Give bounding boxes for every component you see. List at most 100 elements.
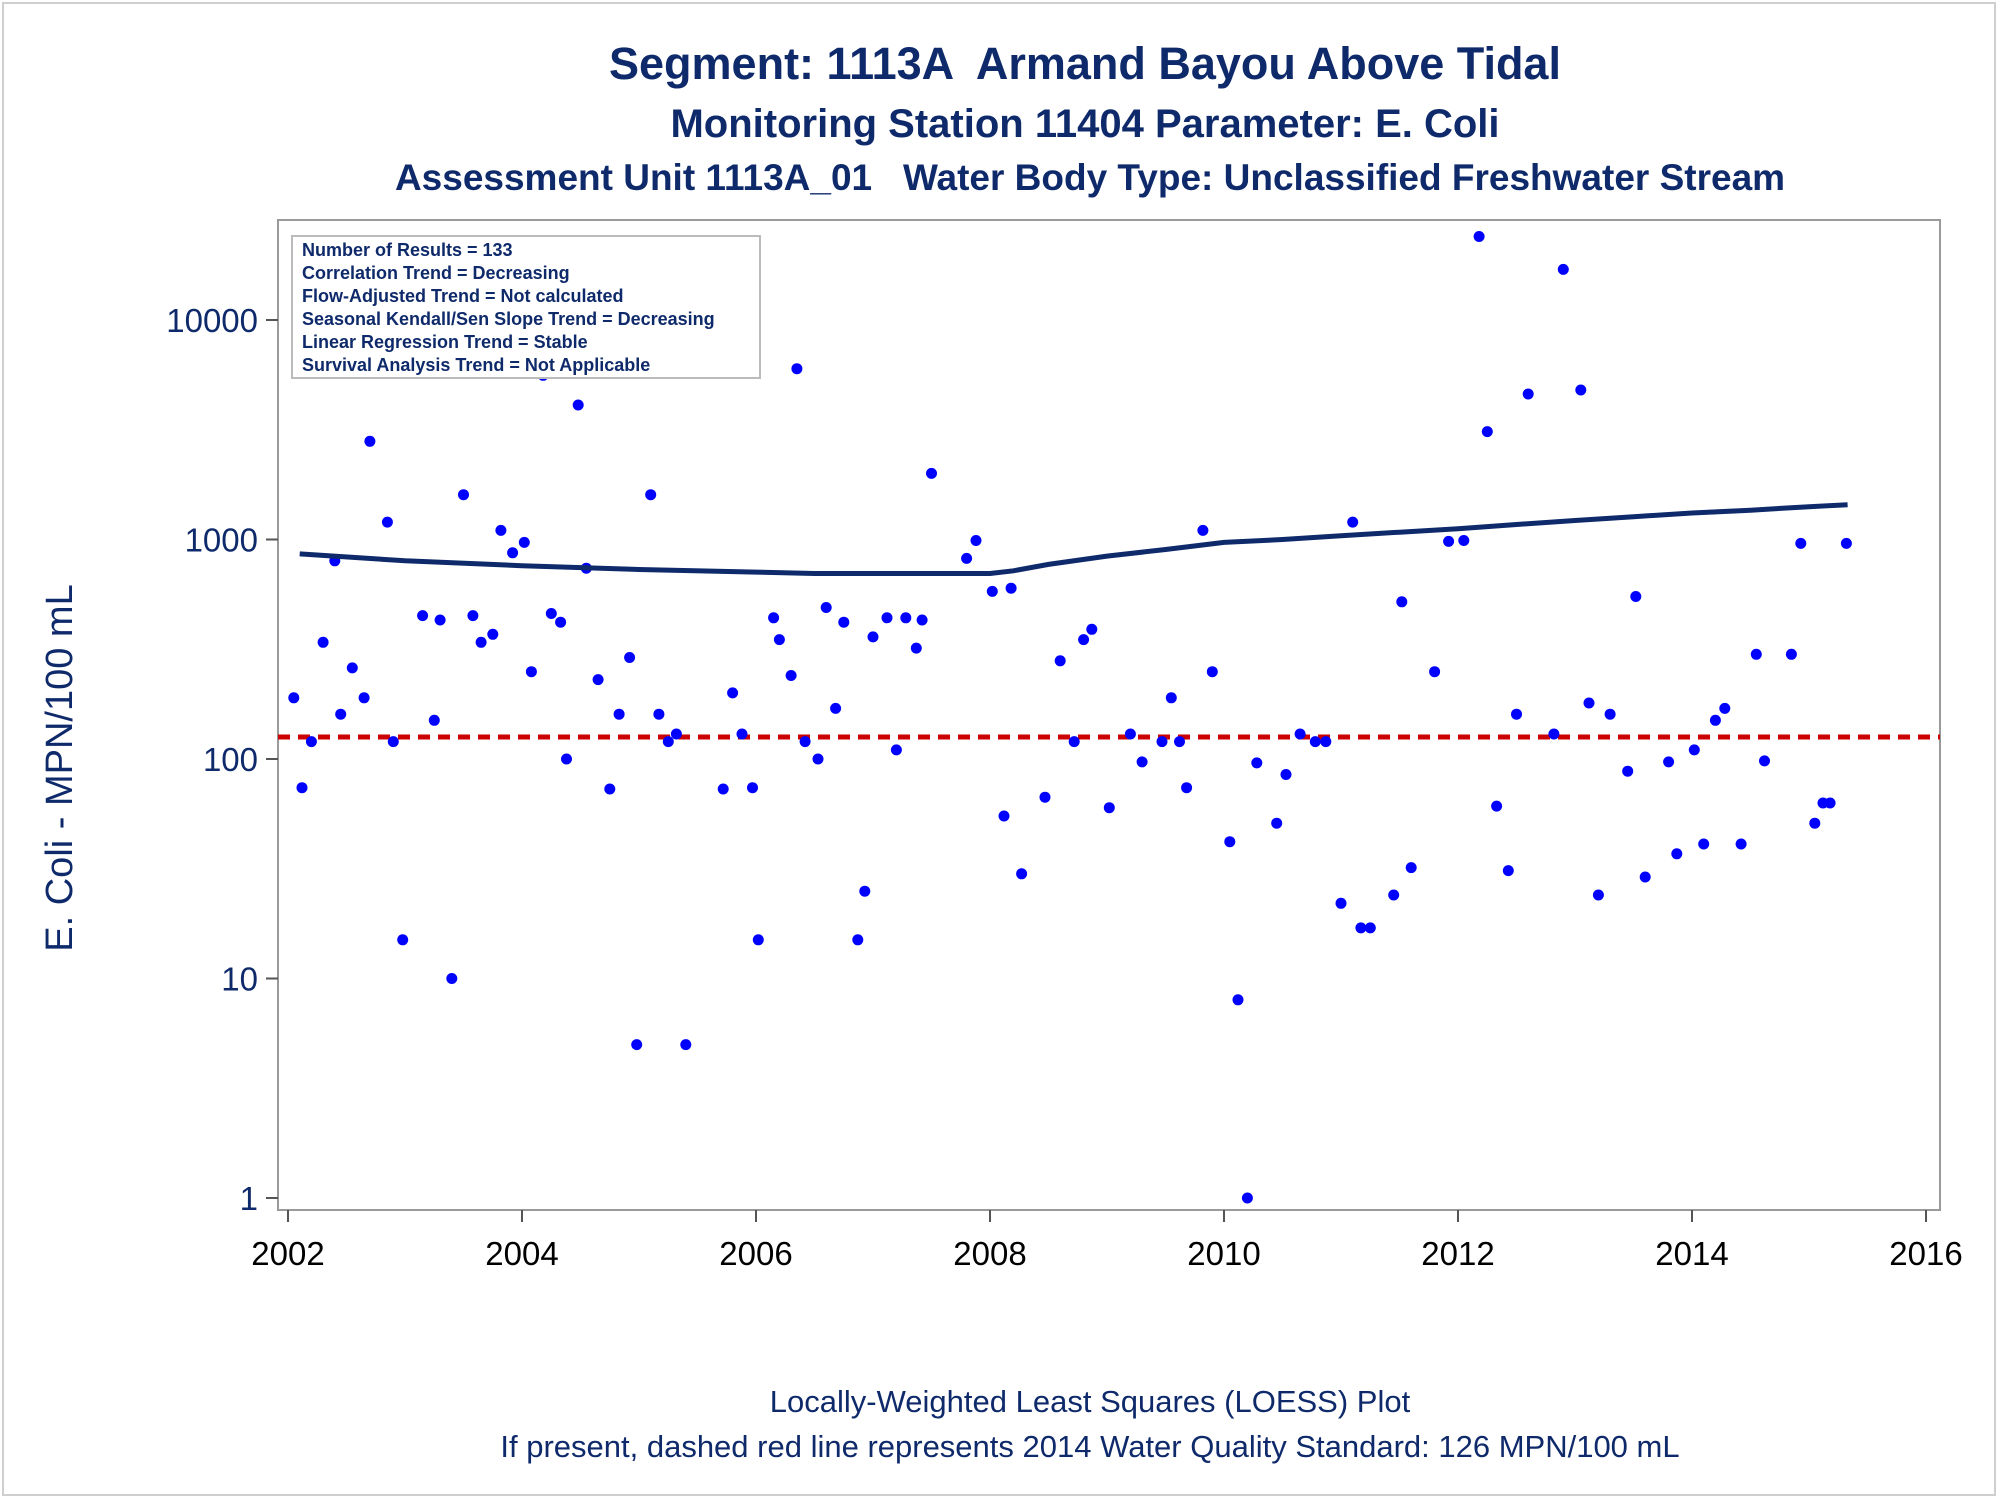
data-point bbox=[525, 666, 537, 678]
data-point bbox=[1181, 782, 1193, 794]
data-point bbox=[288, 692, 300, 704]
plot-border bbox=[277, 219, 1941, 1211]
data-point bbox=[604, 783, 616, 795]
data-point bbox=[495, 524, 507, 536]
stats-line: Correlation Trend = Decreasing bbox=[302, 263, 570, 283]
data-point bbox=[1206, 666, 1218, 678]
data-point bbox=[346, 662, 358, 674]
data-point bbox=[645, 489, 657, 501]
data-point bbox=[1491, 800, 1503, 812]
data-point bbox=[653, 708, 665, 720]
data-point bbox=[1458, 535, 1470, 546]
data-point bbox=[662, 736, 674, 748]
data-point bbox=[317, 636, 329, 648]
data-point bbox=[1078, 634, 1090, 646]
data-point bbox=[1583, 697, 1595, 709]
data-point bbox=[890, 744, 902, 756]
data-point bbox=[900, 612, 912, 624]
data-point bbox=[752, 934, 764, 946]
data-point bbox=[1604, 708, 1616, 720]
data-point bbox=[1103, 802, 1115, 814]
data-point bbox=[1557, 263, 1569, 275]
data-point bbox=[838, 616, 850, 628]
footnote-loess: Locally-Weighted Least Squares (LOESS) P… bbox=[769, 1384, 1411, 1419]
data-point bbox=[446, 973, 458, 984]
chart-subtitle: Monitoring Station 11404 Parameter: E. C… bbox=[670, 102, 1500, 146]
data-point bbox=[812, 753, 824, 765]
data-point bbox=[1759, 755, 1770, 767]
data-point bbox=[768, 612, 780, 624]
data-point bbox=[1548, 728, 1560, 740]
y-tick-label: 100 bbox=[203, 741, 258, 778]
data-point bbox=[1197, 524, 1209, 536]
data-point bbox=[561, 753, 572, 765]
stats-box bbox=[291, 235, 761, 379]
stats-line: Survival Analysis Trend = Not Applicable bbox=[302, 355, 650, 375]
data-point bbox=[1068, 736, 1080, 748]
stats-line: Number of Results = 133 bbox=[302, 240, 513, 260]
stats-line: Seasonal Kendall/Sen Slope Trend = Decre… bbox=[302, 309, 715, 329]
loess-line bbox=[299, 502, 1848, 576]
data-point bbox=[1671, 848, 1683, 860]
data-point bbox=[1224, 836, 1236, 848]
data-point bbox=[1156, 736, 1168, 748]
data-point bbox=[1388, 889, 1400, 901]
stats-line: Linear Regression Trend = Stable bbox=[302, 332, 588, 352]
chart-title: Segment: 1113A Armand Bayou Above Tidal bbox=[609, 38, 1561, 89]
data-point bbox=[773, 634, 785, 646]
data-point bbox=[1136, 756, 1148, 768]
data-point bbox=[1347, 516, 1359, 528]
data-point bbox=[1016, 868, 1028, 880]
data-point bbox=[785, 670, 797, 681]
x-tick-label: 2010 bbox=[1187, 1235, 1260, 1272]
data-point bbox=[670, 728, 682, 740]
footnote-standard: If present, dashed red line represents 2… bbox=[500, 1429, 1680, 1464]
data-point bbox=[518, 536, 530, 548]
data-point bbox=[613, 708, 625, 720]
data-point bbox=[381, 516, 393, 528]
data-point bbox=[1502, 865, 1514, 877]
data-point bbox=[727, 687, 739, 699]
data-point bbox=[1124, 728, 1136, 740]
y-tick-label: 1 bbox=[240, 1180, 258, 1217]
y-tick-label: 10000 bbox=[166, 302, 258, 339]
x-tick-label: 2012 bbox=[1421, 1235, 1494, 1272]
data-point bbox=[1241, 1192, 1253, 1204]
data-point bbox=[1086, 623, 1098, 635]
data-point bbox=[555, 616, 567, 628]
data-point bbox=[387, 736, 399, 748]
data-point bbox=[1592, 889, 1604, 901]
data-point bbox=[830, 702, 842, 714]
data-point bbox=[986, 585, 998, 597]
data-point bbox=[1396, 596, 1408, 608]
data-point bbox=[961, 552, 973, 564]
data-point bbox=[572, 399, 584, 411]
data-point bbox=[592, 674, 604, 686]
x-tick-label: 2006 bbox=[719, 1235, 792, 1272]
data-point bbox=[1522, 388, 1534, 400]
data-point bbox=[1405, 862, 1417, 874]
data-point bbox=[624, 652, 636, 663]
data-point bbox=[680, 1039, 692, 1051]
data-point bbox=[305, 736, 317, 748]
data-point bbox=[1622, 765, 1634, 777]
x-tick-label: 2002 bbox=[251, 1235, 324, 1272]
x-tick-label: 2014 bbox=[1655, 1235, 1728, 1272]
data-point bbox=[1443, 535, 1455, 547]
data-point bbox=[1663, 756, 1675, 768]
data-point bbox=[1165, 692, 1177, 704]
data-point bbox=[1335, 897, 1347, 909]
data-point bbox=[1320, 736, 1332, 748]
data-point bbox=[397, 934, 409, 946]
data-point bbox=[1481, 426, 1493, 438]
data-point bbox=[799, 736, 811, 748]
data-point bbox=[358, 692, 370, 704]
data-point bbox=[736, 728, 748, 740]
x-tick-label: 2016 bbox=[1889, 1235, 1962, 1272]
data-point bbox=[417, 610, 429, 622]
data-point bbox=[545, 608, 557, 619]
data-point bbox=[467, 610, 479, 622]
data-point bbox=[1719, 702, 1731, 714]
data-point bbox=[434, 614, 446, 626]
